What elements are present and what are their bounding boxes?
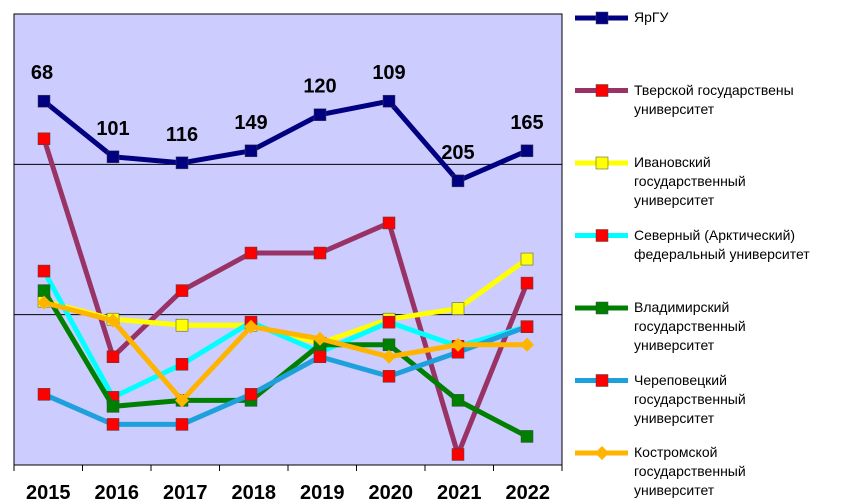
series-line [42,98,528,184]
data-point [451,337,465,352]
x-tick-label: 2022 [506,482,551,500]
data-point [37,94,51,108]
data-point [244,319,258,334]
data-point [520,144,534,158]
series-line [41,138,530,457]
legend-label: Тверской государствены университет [634,81,794,117]
point-label: 101 [96,118,129,140]
data-point [451,174,465,188]
point-label: 116 [166,124,198,146]
point-label: 120 [303,76,336,98]
data-point [106,418,120,431]
legend-marker [595,229,609,242]
legend-label: ЯрГУ [634,9,669,25]
data-point [37,388,51,401]
legend-label: Череповецкий государственный университет [634,371,746,426]
data-point [313,350,327,364]
data-point [520,337,534,352]
data-point [520,276,534,290]
data-point [382,370,396,383]
legend-label: Костромской государственный университет [634,444,746,498]
x-tick-label: 2016 [95,482,140,500]
legend-marker [595,11,609,25]
data-point [244,246,258,260]
data-point [175,393,189,408]
legend-marker [595,156,609,170]
legend-label: Северный (Арктический) федеральный униве… [634,226,810,262]
data-point [382,216,396,230]
data-point [382,315,396,329]
data-point [175,284,189,297]
legend-label: Владимирский государственный университет [634,299,746,353]
data-point [313,331,327,346]
legend-marker [595,374,609,387]
data-point [313,246,327,260]
series-line [43,300,527,403]
x-tick-label: 2019 [300,482,345,500]
data-point [451,448,465,461]
x-tick-label: 2015 [26,482,71,500]
point-label: 109 [372,62,405,84]
x-tick-label: 2020 [369,482,414,500]
data-point [37,264,51,278]
data-point [37,132,51,146]
data-point [313,108,327,121]
legend-label: Ивановский государственный университет [634,154,746,208]
data-point [175,318,189,332]
data-point [175,156,189,170]
data-point [244,388,258,401]
data-point [106,313,120,328]
point-label: 165 [510,112,543,134]
data-point [520,430,534,443]
point-label: 205 [441,142,474,164]
data-point [244,144,258,158]
data-point [175,358,189,371]
data-point [382,338,396,351]
data-point [451,394,465,407]
legend-marker [595,301,609,315]
data-point [520,320,534,333]
x-tick-label: 2017 [163,482,208,500]
data-point [106,350,120,364]
data-point [37,295,51,310]
x-tick-label: 2021 [437,482,482,500]
data-point [520,252,534,266]
point-label: 68 [31,62,53,84]
series-line [41,289,529,439]
data-point [451,302,465,315]
data-point [382,94,396,108]
series-line [41,269,528,400]
point-label: 149 [234,112,267,134]
series-line [43,324,528,427]
data-point [175,418,189,431]
data-point [106,150,120,164]
x-tick-label: 2018 [232,482,277,500]
data-point [37,284,51,297]
legend-marker [595,84,609,97]
legend-marker [595,446,609,460]
data-point [106,400,120,413]
data-point [382,349,396,364]
